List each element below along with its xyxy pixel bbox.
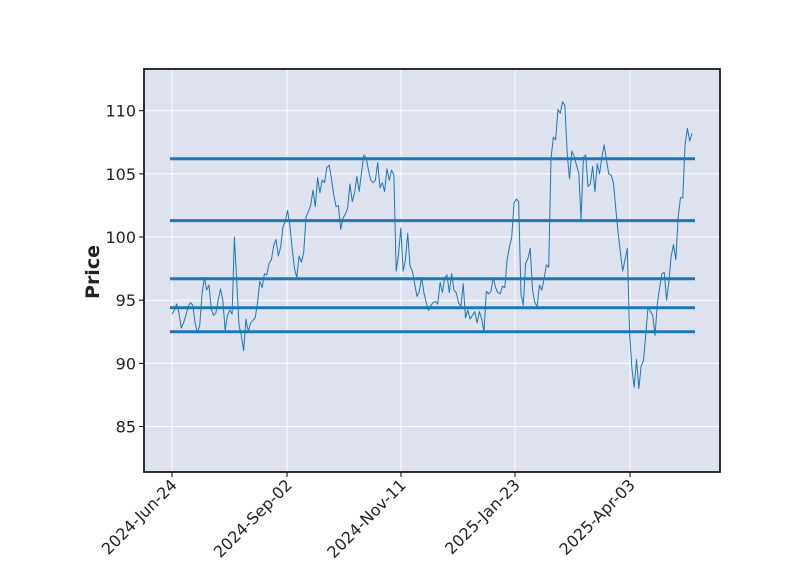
y-tick-label-0: 85 — [116, 418, 136, 437]
y-tick-label-1: 90 — [116, 354, 136, 373]
y-tick-label-4: 105 — [105, 165, 136, 184]
y-tick-label-3: 100 — [105, 228, 136, 247]
y-tick-label-2: 95 — [116, 291, 136, 310]
plot-background — [144, 69, 720, 472]
series — [171, 101, 693, 390]
plot-frame — [143, 68, 721, 473]
y-axis-ticks: 85 90 95 100 105 110 — [105, 102, 144, 437]
y-axis-label: Price — [82, 245, 104, 299]
horizontal-levels — [170, 157, 695, 334]
x-axis-ticks: 2024-Jun-24 2024-Sep-02 2024-Nov-11 2025-Ja… — [98, 472, 639, 562]
price-series-line — [171, 101, 693, 390]
y-tick-label-5: 110 — [105, 102, 136, 121]
x-tick-label-4: 2025-Apr-03 — [555, 475, 638, 558]
x-tick-label-2: 2024-Nov-11 — [323, 475, 410, 562]
x-tick-label-3: 2025-Jan-23 — [441, 475, 524, 558]
x-tick-label-0: 2024-Jun-24 — [98, 475, 181, 558]
x-tick-label-1: 2024-Sep-02 — [210, 475, 296, 561]
grid — [144, 69, 720, 472]
